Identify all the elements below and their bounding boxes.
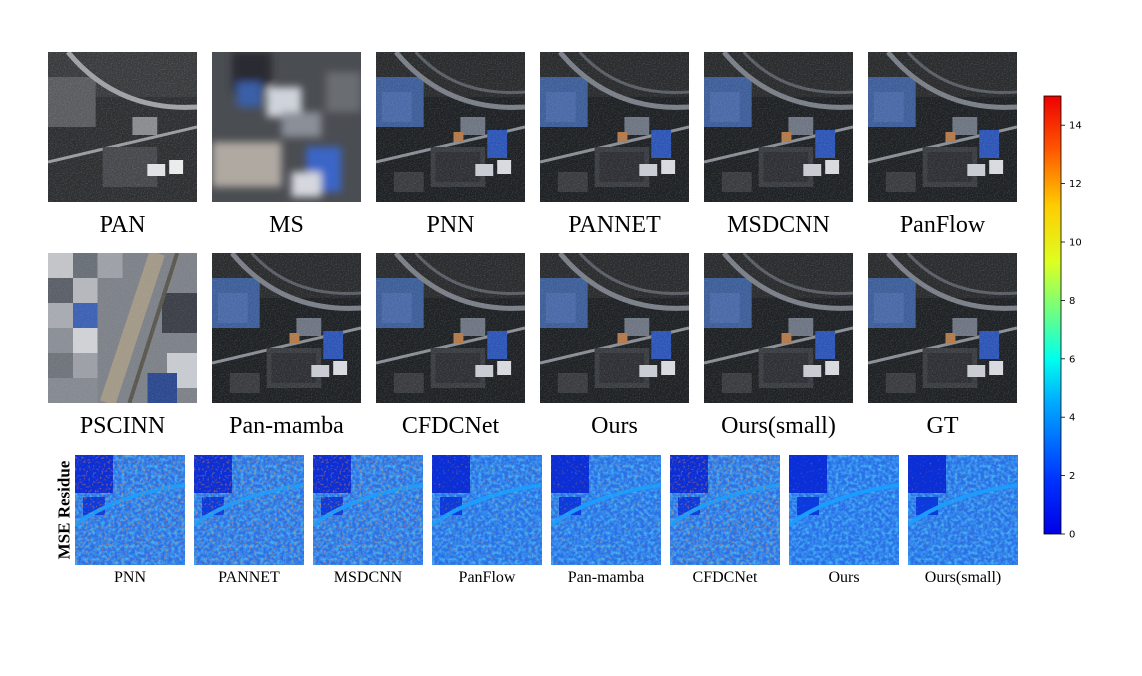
colorbar-tick-label: 12 <box>1069 179 1082 190</box>
residue-caption-pannet: PANNET <box>218 569 280 586</box>
residue-caption-cfdcnet: CFDCNet <box>692 569 758 586</box>
colorbar-tick-label: 2 <box>1069 471 1075 482</box>
image-msdcnn <box>704 52 853 202</box>
residue-caption-ours: Ours <box>828 569 860 586</box>
colorbar-tick-label: 10 <box>1069 238 1082 249</box>
image-cfdcnet <box>376 253 525 403</box>
caption-pannet: PANNET <box>568 212 661 238</box>
image-pscinn <box>48 253 197 403</box>
image-panflow <box>868 52 1017 202</box>
caption-msdcnn: MSDCNN <box>727 212 830 238</box>
colorbar-gradient <box>1043 95 1062 535</box>
caption-pscinn: PSCINN <box>79 413 166 439</box>
colorbar-tick-label: 0 <box>1069 530 1075 541</box>
caption-cfdcnet: CFDCNet <box>401 413 500 439</box>
image-ours <box>540 253 689 403</box>
residue-ours <box>789 455 899 565</box>
residue-caption-pnn: PNN <box>113 569 146 586</box>
residue-cfdcnet <box>670 455 780 565</box>
residue-ours-small <box>908 455 1018 565</box>
residue-caption-panflow: PanFlow <box>458 569 516 586</box>
mse-residue-label-text: MSE Residue <box>54 460 73 560</box>
caption-ours-small: Ours(small) <box>721 413 836 439</box>
colorbar-tick-label: 8 <box>1069 296 1075 307</box>
colorbar-tick-label: 14 <box>1069 121 1082 132</box>
caption-panflow: PanFlow <box>899 212 986 238</box>
image-ms <box>212 52 361 202</box>
residue-msdcnn <box>313 455 423 565</box>
residue-panflow <box>432 455 542 565</box>
colorbar-tick-label: 6 <box>1069 354 1075 365</box>
residue-pan-mamba <box>551 455 661 565</box>
caption-pnn: PNN <box>426 212 475 238</box>
colorbar-tick-label: 4 <box>1069 413 1075 424</box>
residue-pannet <box>194 455 304 565</box>
residue-caption-msdcnn: MSDCNN <box>333 569 403 586</box>
caption-ours: Ours <box>591 413 638 439</box>
image-gt <box>868 253 1017 403</box>
caption-ms: MS <box>269 212 304 238</box>
caption-gt: GT <box>926 413 959 439</box>
residue-pnn <box>75 455 185 565</box>
residue-caption-pan-mamba: Pan-mamba <box>567 569 645 586</box>
caption-pan: PAN <box>99 212 146 238</box>
image-ours-small <box>704 253 853 403</box>
image-pannet <box>540 52 689 202</box>
image-pan-mamba <box>212 253 361 403</box>
image-pan <box>48 52 197 202</box>
caption-pan-mamba: Pan-mamba <box>229 413 344 439</box>
residue-caption-ours-small: Ours(small) <box>924 569 1002 586</box>
image-pnn <box>376 52 525 202</box>
colorbar: 0 2 4 6 8 10 12 14 <box>1043 95 1082 541</box>
colorbar-ticks: 0 2 4 6 8 10 12 14 <box>1061 121 1082 541</box>
